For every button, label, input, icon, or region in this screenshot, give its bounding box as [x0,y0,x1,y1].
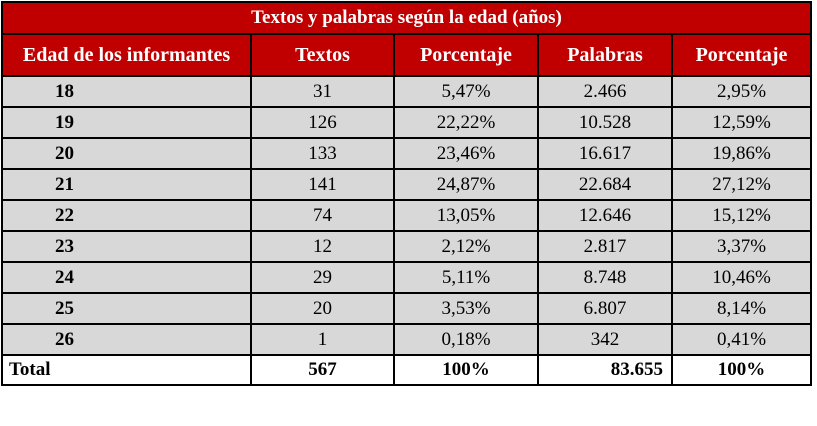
total-words-percent: 100% [670,354,813,386]
row-words-percent: 19,86% [670,137,813,170]
row-texts-percent: 23,46% [393,137,539,170]
row-texts-percent: 0,18% [393,323,539,356]
table-row: 21 141 24,87% 22.684 27,12% [1,168,813,201]
row-age: 20 [1,137,252,170]
row-texts: 20 [250,292,395,325]
table-row: 20 133 23,46% 16.617 19,86% [1,137,813,170]
table-row: 22 74 13,05% 12.646 15,12% [1,199,813,232]
row-texts-percent: 2,12% [393,230,539,263]
row-words-percent: 27,12% [670,168,813,201]
table-row: 19 126 22,22% 10.528 12,59% [1,106,813,139]
total-texts: 567 [250,354,395,386]
table-row: 25 20 3,53% 6.807 8,14% [1,292,813,325]
header-row: Edad de los informantes Textos Porcentaj… [1,33,813,77]
row-texts: 141 [250,168,395,201]
row-age: 25 [1,292,252,325]
table-row: 23 12 2,12% 2.817 3,37% [1,230,813,263]
row-age: 24 [1,261,252,294]
row-words-percent: 3,37% [670,230,813,263]
row-texts-percent: 5,47% [393,75,539,108]
row-words-percent: 0,41% [670,323,813,356]
row-age: 26 [1,323,252,356]
table-row: 26 1 0,18% 342 0,41% [1,323,813,356]
row-words: 12.646 [537,199,673,232]
row-age: 18 [1,75,252,108]
row-texts: 133 [250,137,395,170]
row-texts: 1 [250,323,395,356]
row-words: 342 [537,323,673,356]
row-texts: 74 [250,199,395,232]
row-age: 22 [1,199,252,232]
table-title: Textos y palabras según la edad (años) [0,1,813,35]
total-row: Total 567 100% 83.655 100% [1,354,813,386]
row-texts-percent: 22,22% [393,106,539,139]
row-texts-percent: 24,87% [393,168,539,201]
row-texts: 12 [250,230,395,263]
header-words: Palabras [537,33,673,77]
row-texts: 31 [250,75,395,108]
row-words: 2.466 [537,75,673,108]
row-words-percent: 10,46% [670,261,813,294]
row-words: 22.684 [537,168,673,201]
header-age: Edad de los informantes [1,33,252,77]
row-words: 16.617 [537,137,673,170]
row-age: 21 [1,168,252,201]
row-words: 8.748 [537,261,673,294]
age-table-container: Textos y palabras según la edad (años) E… [0,1,813,386]
row-texts-percent: 3,53% [393,292,539,325]
header-texts: Textos [250,33,395,77]
row-texts: 126 [250,106,395,139]
table-row: 24 29 5,11% 8.748 10,46% [1,261,813,294]
table-body: 18 31 5,47% 2.466 2,95% 19 126 22,22% 10.528 12,5… [1,75,813,356]
total-label: Total [1,354,252,386]
table-row: 18 31 5,47% 2.466 2,95% [1,75,813,108]
age-table: Textos y palabras según la edad (años) E… [0,1,813,386]
row-age: 23 [1,230,252,263]
total-words: 83.655 [537,354,673,386]
total-texts-percent: 100% [393,354,539,386]
row-texts-percent: 13,05% [393,199,539,232]
row-words: 6.807 [537,292,673,325]
header-texts-percent: Porcentaje [393,33,539,77]
row-words-percent: 2,95% [670,75,813,108]
row-words: 2.817 [537,230,673,263]
row-words-percent: 12,59% [670,106,813,139]
row-words-percent: 15,12% [670,199,813,232]
row-words: 10.528 [537,106,673,139]
header-words-percent: Porcentaje [670,33,813,77]
row-texts: 29 [250,261,395,294]
row-words-percent: 8,14% [670,292,813,325]
row-age: 19 [1,106,252,139]
row-texts-percent: 5,11% [393,261,539,294]
